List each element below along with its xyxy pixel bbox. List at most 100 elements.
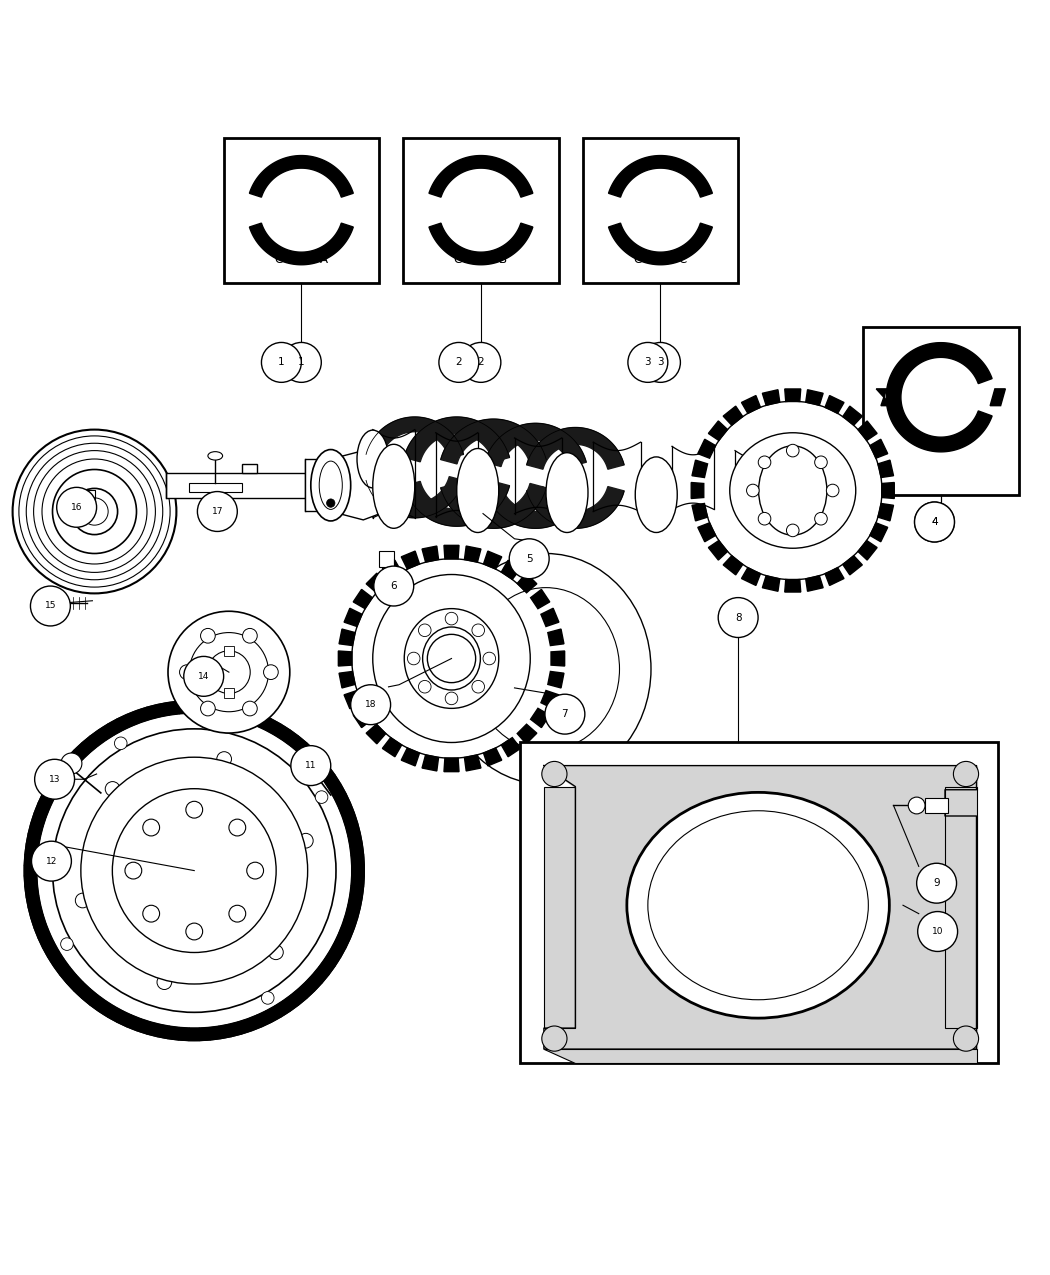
Polygon shape	[127, 710, 141, 725]
Polygon shape	[266, 1006, 280, 1023]
Circle shape	[186, 923, 203, 940]
Polygon shape	[342, 914, 358, 928]
Polygon shape	[304, 459, 326, 511]
Circle shape	[915, 502, 954, 542]
Circle shape	[229, 905, 246, 922]
Polygon shape	[209, 1026, 220, 1040]
Polygon shape	[189, 700, 200, 713]
Polygon shape	[404, 417, 509, 462]
Polygon shape	[444, 546, 459, 558]
Polygon shape	[291, 988, 307, 1005]
Polygon shape	[878, 460, 894, 478]
Polygon shape	[335, 933, 351, 947]
Circle shape	[542, 761, 567, 787]
Circle shape	[243, 629, 257, 643]
Polygon shape	[257, 1011, 272, 1026]
Text: 5: 5	[526, 553, 532, 564]
Circle shape	[327, 499, 335, 507]
Polygon shape	[82, 988, 98, 1005]
Circle shape	[291, 746, 331, 785]
Polygon shape	[876, 389, 891, 405]
Circle shape	[189, 632, 269, 711]
Polygon shape	[82, 736, 98, 752]
Polygon shape	[698, 523, 716, 542]
Polygon shape	[858, 541, 877, 560]
Polygon shape	[382, 737, 402, 757]
Bar	[224, 646, 234, 657]
Polygon shape	[189, 1028, 200, 1040]
Polygon shape	[108, 1006, 123, 1023]
Polygon shape	[843, 407, 862, 426]
Polygon shape	[723, 556, 742, 575]
Polygon shape	[518, 724, 537, 743]
Circle shape	[61, 938, 74, 950]
Circle shape	[445, 692, 458, 705]
Polygon shape	[54, 766, 69, 782]
Ellipse shape	[457, 449, 499, 533]
Polygon shape	[60, 968, 76, 983]
Polygon shape	[30, 813, 46, 826]
Polygon shape	[741, 395, 760, 413]
Polygon shape	[26, 834, 41, 845]
Polygon shape	[514, 439, 562, 514]
Bar	[583, 138, 738, 283]
Circle shape	[786, 524, 799, 537]
Circle shape	[471, 681, 484, 694]
Polygon shape	[401, 551, 420, 569]
Polygon shape	[90, 994, 106, 1011]
Polygon shape	[74, 982, 90, 998]
Polygon shape	[444, 759, 459, 771]
Polygon shape	[324, 951, 340, 966]
Polygon shape	[28, 824, 43, 836]
Ellipse shape	[758, 446, 827, 536]
Polygon shape	[464, 546, 481, 562]
Polygon shape	[178, 1028, 189, 1040]
Polygon shape	[319, 959, 335, 975]
Circle shape	[953, 1026, 979, 1051]
Circle shape	[915, 502, 954, 542]
Polygon shape	[229, 705, 242, 719]
Polygon shape	[158, 1024, 170, 1039]
Polygon shape	[485, 423, 586, 467]
Polygon shape	[166, 473, 304, 497]
Text: GRADE B: GRADE B	[455, 252, 507, 265]
Polygon shape	[342, 813, 358, 826]
Polygon shape	[366, 417, 463, 458]
Polygon shape	[90, 729, 106, 746]
Polygon shape	[274, 724, 290, 741]
Polygon shape	[266, 719, 280, 734]
Polygon shape	[784, 389, 801, 402]
Polygon shape	[501, 737, 521, 757]
Polygon shape	[26, 895, 41, 908]
Circle shape	[229, 819, 246, 836]
Polygon shape	[882, 482, 895, 499]
Polygon shape	[527, 487, 624, 528]
Circle shape	[112, 789, 276, 952]
Polygon shape	[147, 1021, 160, 1037]
Polygon shape	[338, 652, 352, 666]
Text: 18: 18	[365, 700, 376, 709]
Circle shape	[243, 701, 257, 715]
Text: 1: 1	[278, 357, 285, 367]
Polygon shape	[348, 895, 362, 908]
Polygon shape	[339, 450, 380, 520]
Text: 2: 2	[456, 357, 462, 367]
Circle shape	[439, 343, 479, 382]
Polygon shape	[339, 803, 354, 817]
Polygon shape	[464, 755, 481, 771]
Text: 3: 3	[645, 357, 651, 367]
Circle shape	[419, 623, 432, 636]
Polygon shape	[28, 905, 43, 918]
Polygon shape	[209, 701, 220, 715]
Circle shape	[445, 612, 458, 625]
Polygon shape	[74, 743, 90, 759]
Ellipse shape	[441, 553, 651, 784]
Bar	[925, 798, 948, 813]
Polygon shape	[593, 442, 640, 511]
Polygon shape	[351, 854, 364, 866]
Text: 15: 15	[45, 602, 56, 611]
Polygon shape	[330, 784, 345, 799]
Polygon shape	[248, 1015, 261, 1030]
Polygon shape	[339, 629, 355, 645]
Ellipse shape	[404, 608, 499, 709]
